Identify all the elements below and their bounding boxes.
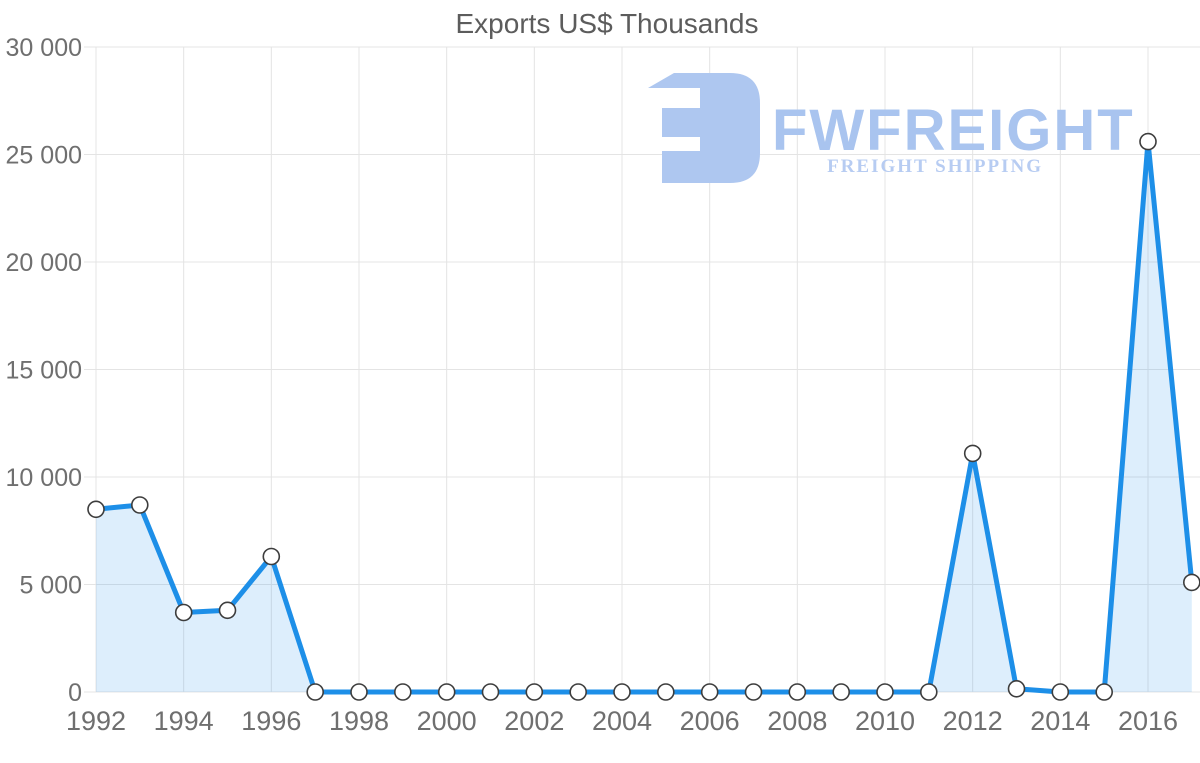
axis-labels-layer: 0 5 000 10 000 15 000 20 000 25 000 30 000 1992… — [6, 34, 1179, 736]
chart-title: Exports US$ Thousands — [456, 8, 759, 39]
series-line — [93, 139, 1195, 695]
x-tick-label: 2014 — [1030, 706, 1090, 736]
x-tick-label: 2016 — [1118, 706, 1178, 736]
data-point-marker[interactable] — [656, 683, 675, 701]
x-tick-label: 2012 — [943, 706, 1003, 736]
data-point-marker[interactable] — [919, 683, 938, 701]
fwfreight-watermark: FWFREIGHT FREIGHT SHIPPING — [648, 73, 1135, 183]
data-point-marker[interactable] — [218, 601, 237, 620]
data-point-marker[interactable] — [1051, 683, 1070, 701]
data-point-marker[interactable] — [788, 683, 807, 701]
x-tick-label: 1994 — [154, 706, 214, 736]
y-tick-label: 10 000 — [6, 464, 82, 492]
data-point-marker[interactable] — [393, 683, 412, 701]
data-point-marker[interactable] — [481, 683, 500, 701]
data-point-marker[interactable] — [744, 683, 763, 701]
series-layer — [87, 132, 1200, 701]
x-tick-label: 1996 — [241, 706, 301, 736]
data-point-marker[interactable] — [1183, 573, 1200, 592]
fwfreight-logo-icon — [648, 73, 760, 183]
data-point-marker[interactable] — [963, 444, 982, 463]
data-point-marker[interactable] — [131, 496, 149, 514]
grid-layer — [84, 46, 1200, 693]
logo-brand-text: FWFREIGHT — [772, 98, 1135, 163]
x-tick-label: 2010 — [855, 706, 915, 736]
x-tick-label: 2006 — [680, 706, 740, 736]
x-tick-label: 2004 — [592, 706, 652, 736]
x-tick-label: 2008 — [767, 706, 827, 736]
x-tick-label: 1992 — [66, 706, 126, 736]
x-tick-label: 2002 — [504, 706, 564, 736]
data-point-marker[interactable] — [87, 500, 105, 519]
data-point-marker[interactable] — [1095, 683, 1113, 701]
y-tick-label: 25 000 — [6, 142, 82, 170]
x-tick-label: 2000 — [417, 706, 477, 736]
data-point-marker[interactable] — [306, 683, 325, 701]
logo-tagline-text: FREIGHT SHIPPING — [827, 156, 1043, 177]
y-tick-label: 15 000 — [6, 357, 82, 385]
y-tick-label: 20 000 — [6, 249, 82, 277]
data-point-marker[interactable] — [525, 683, 544, 701]
data-point-marker[interactable] — [613, 683, 631, 701]
data-point-marker[interactable] — [350, 683, 368, 701]
y-tick-label: 5 000 — [19, 572, 82, 600]
data-point-marker[interactable] — [569, 683, 588, 701]
data-point-marker[interactable] — [437, 683, 456, 701]
data-point-marker[interactable] — [1139, 132, 1157, 151]
y-tick-label: 30 000 — [6, 34, 82, 62]
x-tick-label: 1998 — [329, 706, 389, 736]
data-point-marker[interactable] — [262, 547, 281, 566]
data-point-marker[interactable] — [832, 683, 851, 701]
data-point-marker[interactable] — [700, 683, 719, 701]
area-fill — [96, 141, 1192, 693]
data-point-marker[interactable] — [876, 683, 894, 701]
y-tick-label: 0 — [68, 679, 82, 707]
data-point-marker[interactable] — [174, 603, 193, 622]
data-point-marker[interactable] — [1007, 679, 1026, 698]
